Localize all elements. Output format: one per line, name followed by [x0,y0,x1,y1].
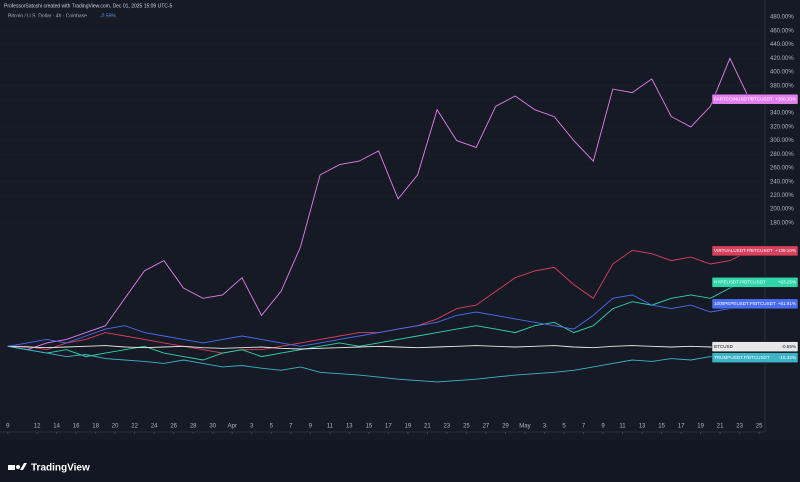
x-tick-label: 11 [619,424,626,430]
x-tick-label: Apr [228,424,237,430]
series-line [7,345,750,383]
logo [8,463,27,470]
series-label-box [711,298,799,310]
x-tick-label: 11 [327,424,334,430]
x-tick-label: 27 [483,424,490,430]
x-tick-label: 13 [346,424,353,430]
x-tick-label: 28 [190,424,197,430]
x-tick-label: 21 [717,424,724,430]
x-tick-label: 9 [309,424,313,430]
series-end-label: +360.30% [775,96,796,101]
y-tick-label: 320.00% [770,124,794,130]
series-line [7,57,750,351]
series-label-box [711,93,799,105]
series-end-label: +139.10% [775,248,796,253]
x-tick-label: 3 [543,424,547,430]
series-label-box [711,352,799,363]
y-tick-label: 480.00% [770,15,794,21]
y-tick-label: 420.00% [770,56,794,62]
x-tick-label: 9 [6,424,10,430]
x-tick-label: 26 [170,424,177,430]
legend-entry: TRUMPUSDT.P/BTCUSDT [714,355,770,360]
x-tick-label: 18 [92,424,99,430]
legend-entry: FARTCOINUSDT/BTCUSDT [714,96,773,101]
y-tick-label: 460.00% [770,28,794,34]
legend-entry: 1000PEPEUSDT.P/BTCUSDT [714,301,776,306]
x-tick-label: 19 [697,424,704,430]
series-line [7,294,750,347]
y-tick-label: 440.00% [770,42,794,48]
y-tick-label: 180.00% [770,220,794,226]
x-tick-label: 14 [53,424,60,430]
y-tick-label: 220.00% [770,193,794,199]
x-tick-label: 25 [756,424,763,430]
x-tick-label: 19 [405,424,412,430]
y-tick-label: 340.00% [770,111,794,117]
legend-entry: HYPEUSDT.P/BTCUSDT [714,280,766,285]
series-label-box [711,245,799,257]
series-label-box [711,277,799,288]
y-tick-label: 240.00% [770,179,794,185]
x-tick-label: 7 [582,424,586,430]
x-tick-label: 3 [250,424,254,430]
x-tick-label: 24 [151,424,158,430]
series-end-label: -16.32% [779,355,796,360]
y-tick-label: 300.00% [770,138,794,144]
y-tick-label: 260.00% [770,166,794,172]
x-tick-label: 30 [209,424,216,430]
symbol-change: -0.55% [100,13,116,19]
y-tick-label: 280.00% [770,152,794,158]
series-end-label: +61.91% [778,301,796,306]
x-tick-label: 22 [131,424,138,430]
x-tick-label: 17 [678,424,685,430]
x-tick-label: 12 [34,424,41,430]
x-tick-label: May [519,424,530,430]
x-tick-label: 25 [463,424,470,430]
x-tick-label: 23 [444,424,451,430]
x-tick-label: 29 [502,424,509,430]
x-tick-label: 15 [658,424,665,430]
x-tick-label: 15 [365,424,372,430]
brand: TradingView [31,463,90,474]
series-label-box [711,341,799,352]
x-tick-label: 9 [601,424,605,430]
series-line [7,281,750,361]
series-line [7,345,750,350]
series-end-label: -0.55% [781,344,796,349]
y-tick-label: 380.00% [770,83,794,89]
footer [0,440,800,482]
series-end-label: +93.25% [778,280,796,285]
x-tick-label: 13 [639,424,646,430]
symbol: Bitcoin / U.S. Dollar · 4h · Coinbase [8,13,87,19]
y-tick-label: 200.00% [770,207,794,213]
x-tick-label: 23 [736,424,743,430]
legend-entry: BTCUSD [714,344,734,349]
x-tick-label: 20 [112,424,119,430]
x-tick-label: 5 [270,424,274,430]
legend-entry: VIRTUALUSDT.P/BTCUSDT [714,248,773,253]
credit: ProfessorSatoshi created with TradingVie… [4,3,173,9]
x-tick-label: 16 [73,424,80,430]
x-tick-label: 21 [424,424,431,430]
y-tick-label: 400.00% [770,70,794,76]
x-tick-label: 5 [562,424,566,430]
x-tick-label: 7 [289,424,293,430]
x-tick-label: 17 [385,424,392,430]
